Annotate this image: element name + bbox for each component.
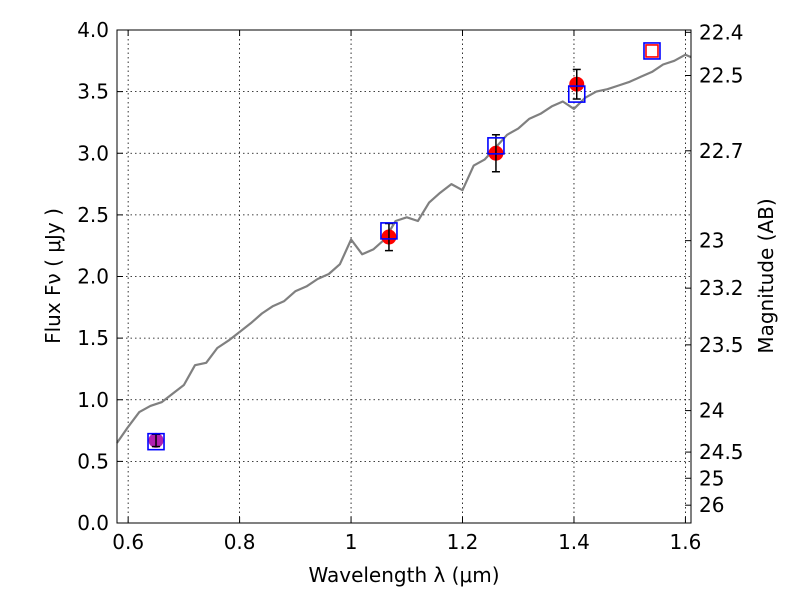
model-band-square	[567, 85, 586, 103]
y2-tick-label: 22.5	[699, 64, 744, 88]
spectrum-layer	[116, 53, 692, 444]
x-tick-label: 1.4	[558, 530, 590, 554]
y-tick-label: 0.5	[77, 449, 109, 473]
x-tick-label: 1.6	[670, 530, 702, 554]
y-axis-label: Flux Fν ( μJy )	[41, 208, 65, 344]
x-tick-label: 1.2	[447, 530, 479, 554]
y-tick-label: 3.5	[77, 80, 109, 104]
y2-tick-label: 22.7	[699, 139, 744, 163]
y2-tick-label: 23.2	[699, 276, 744, 300]
x-tick-label: 1	[345, 530, 358, 554]
y2-tick-label: 24.5	[699, 440, 744, 464]
y2-tick-label: 23.5	[699, 333, 744, 357]
y-tick-label: 1.0	[77, 388, 109, 412]
y-tick-label: 1.5	[77, 326, 109, 350]
y2-tick-label: 26	[699, 493, 724, 517]
y-tick-label: 4.0	[77, 18, 109, 42]
y-tick-label: 3.0	[77, 141, 109, 165]
upper-limit-square	[645, 44, 659, 58]
model-band-square	[487, 137, 505, 155]
model-band-square	[643, 42, 661, 60]
y2-tick-label: 23	[699, 229, 724, 253]
marker-layer	[147, 42, 661, 451]
y-tick-label: 0.0	[77, 511, 109, 535]
model-band-square	[380, 222, 398, 240]
axis-layer: 0.6 0.8 1 1.2 1.4 1.6 0.0 0.5 1.0 1.5 2.0 2.5 3.0 3.5…	[77, 18, 743, 554]
y2-tick-label: 25	[699, 466, 724, 490]
x-tick-label: 0.8	[224, 530, 256, 554]
model-band-square	[147, 432, 165, 451]
y2-tick-label: 24	[699, 399, 724, 423]
y-tick-label: 2.5	[77, 203, 109, 227]
y2-tick-label: 22.4	[699, 20, 744, 44]
y-tick-label: 2.0	[77, 265, 109, 289]
x-axis-label: Wavelength λ (μm)	[308, 563, 499, 587]
x-tick-label: 0.6	[112, 530, 144, 554]
y2-axis-label: Magnitude (AB)	[754, 198, 778, 353]
spectrum-line	[116, 53, 692, 444]
